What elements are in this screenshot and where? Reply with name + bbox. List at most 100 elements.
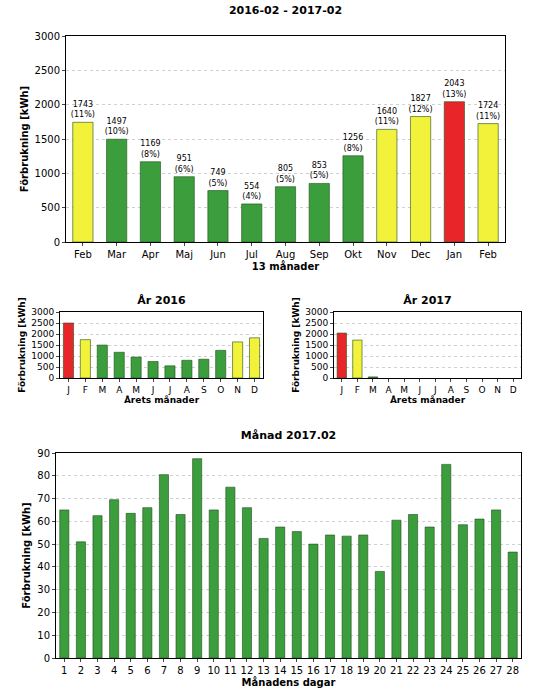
svg-text:805(5%): 805(5%) [276,164,295,183]
svg-text:A: A [448,385,455,395]
svg-text:År 2016: År 2016 [137,294,186,307]
svg-text:6: 6 [144,665,150,676]
svg-text:0: 0 [48,373,54,383]
svg-text:28: 28 [506,665,519,676]
svg-text:500: 500 [311,362,328,372]
svg-text:1500: 1500 [31,340,54,350]
svg-text:O: O [217,385,224,395]
svg-text:60: 60 [37,516,50,527]
svg-text:Aug: Aug [276,249,296,260]
svg-text:A: A [385,385,392,395]
svg-text:Månad 2017.02: Månad 2017.02 [241,429,336,442]
svg-text:17: 17 [324,665,337,676]
svg-text:5: 5 [128,665,134,676]
svg-text:Feb: Feb [479,249,497,260]
svg-text:40: 40 [37,561,50,572]
svg-text:1000: 1000 [305,351,328,361]
svg-text:F: F [355,385,360,395]
svg-text:24: 24 [440,665,453,676]
svg-text:M: M [98,385,106,395]
svg-text:11: 11 [224,665,237,676]
svg-text:Månadens dagar: Månadens dagar [242,676,336,688]
svg-text:Nov: Nov [377,249,397,260]
svg-text:M: M [369,385,377,395]
svg-text:Jun: Jun [209,249,226,260]
svg-text:Jan: Jan [446,249,462,260]
svg-text:F: F [83,385,88,395]
svg-text:2043(13%): 2043(13%) [442,79,466,98]
svg-text:1256(8%): 1256(8%) [343,133,363,152]
svg-text:1743(11%): 1743(11%) [71,100,95,119]
svg-text:500: 500 [41,202,60,213]
svg-text:23: 23 [423,665,436,676]
svg-text:A: A [116,385,123,395]
svg-text:Årets månader: Årets månader [124,395,200,405]
svg-text:10: 10 [37,630,50,641]
svg-text:2500: 2500 [305,318,328,328]
svg-text:80: 80 [37,470,50,481]
svg-text:13: 13 [257,665,270,676]
svg-text:1: 1 [61,665,67,676]
svg-text:Förbrukning [kWh]: Förbrukning [kWh] [19,86,30,192]
svg-text:2: 2 [78,665,84,676]
svg-text:10: 10 [207,665,220,676]
svg-text:3000: 3000 [31,307,54,317]
svg-text:1000: 1000 [35,168,60,179]
svg-text:2500: 2500 [35,65,60,76]
svg-text:J: J [66,385,70,395]
svg-text:1000: 1000 [31,351,54,361]
svg-text:Mar: Mar [107,249,127,260]
svg-text:J: J [417,385,421,395]
svg-text:50: 50 [37,539,50,550]
svg-text:J: J [168,385,172,395]
svg-text:Apr: Apr [142,249,160,260]
svg-text:S: S [464,385,470,395]
svg-text:3000: 3000 [305,307,328,317]
svg-text:21: 21 [390,665,403,676]
svg-text:Sep: Sep [310,249,329,260]
svg-text:2000: 2000 [31,329,54,339]
svg-text:500: 500 [37,362,54,372]
svg-text:22: 22 [407,665,420,676]
svg-text:554(4%): 554(4%) [242,182,261,201]
svg-text:1169(8%): 1169(8%) [140,139,160,158]
svg-text:3000: 3000 [35,31,60,42]
svg-text:År 2017: År 2017 [403,294,451,307]
svg-text:16: 16 [307,665,320,676]
svg-text:7: 7 [161,665,167,676]
svg-text:A: A [184,385,191,395]
svg-text:Okt: Okt [344,249,362,260]
svg-text:M: M [400,385,408,395]
svg-text:Maj: Maj [175,249,193,260]
svg-text:Feb: Feb [74,249,92,260]
svg-text:14: 14 [274,665,287,676]
svg-text:J: J [433,385,437,395]
svg-text:15: 15 [290,665,303,676]
svg-text:1500: 1500 [35,134,60,145]
svg-text:3: 3 [94,665,100,676]
svg-text:J: J [339,385,343,395]
svg-text:N: N [494,385,501,395]
svg-text:2500: 2500 [31,318,54,328]
svg-text:J: J [151,385,155,395]
svg-text:Förbrukning [kWh]: Förbrukning [kWh] [21,502,32,608]
svg-text:1640(11%): 1640(11%) [375,107,399,126]
svg-text:9: 9 [194,665,200,676]
svg-text:2000: 2000 [35,99,60,110]
svg-text:Förbrukning [kWh]: Förbrukning [kWh] [17,297,27,393]
svg-text:Årets månader: Årets månader [390,395,466,405]
svg-text:N: N [234,385,241,395]
svg-text:13 månader: 13 månader [252,260,319,272]
svg-text:M: M [132,385,140,395]
svg-text:0: 0 [44,653,50,664]
svg-text:1827(12%): 1827(12%) [409,94,433,113]
svg-text:90: 90 [37,448,50,459]
svg-text:D: D [251,385,258,395]
svg-text:Dec: Dec [411,249,430,260]
svg-text:Jul: Jul [245,249,258,260]
svg-text:8: 8 [177,665,183,676]
svg-text:D: D [510,385,517,395]
svg-text:19: 19 [357,665,370,676]
svg-text:4: 4 [111,665,117,676]
svg-text:S: S [201,385,207,395]
